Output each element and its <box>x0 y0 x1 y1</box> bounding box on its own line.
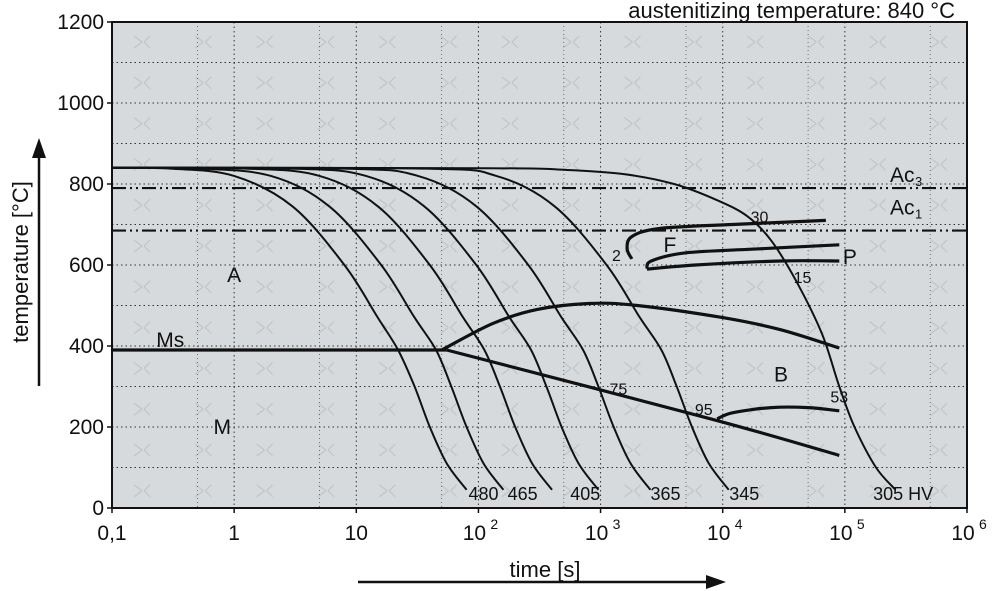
x-tick-label: 10 <box>707 522 730 545</box>
cooling-curve <box>112 166 505 491</box>
y-tick-label: 200 <box>69 416 104 439</box>
cooling-curve <box>112 166 553 491</box>
transformation-line <box>645 243 840 270</box>
reference-line-subscript: 1 <box>915 207 922 222</box>
hardness-label: 365 <box>650 484 680 504</box>
percent-label: 15 <box>794 270 812 287</box>
reference-line-label: Ac <box>890 197 915 220</box>
percent-label: 2 <box>612 248 621 265</box>
y-tick-label: 800 <box>69 173 104 196</box>
y-axis-arrowhead <box>32 138 46 158</box>
percent-label: 53 <box>830 390 848 407</box>
y-tick-label: 600 <box>69 254 104 277</box>
cooling-curve <box>112 166 897 491</box>
cooling-curve <box>112 166 468 491</box>
x-axis-label: time [s] <box>510 557 581 582</box>
y-axis-ticks: 0 200 400 600 800 1000 1200 <box>57 11 112 520</box>
cooling-curves <box>112 166 897 491</box>
percent-label: 95 <box>695 402 713 419</box>
reference-line-subscript: 3 <box>915 174 922 189</box>
x-tick-exponent: 5 <box>857 516 865 532</box>
y-tick-label: 1200 <box>57 11 104 34</box>
hardness-label: 345 <box>729 484 759 504</box>
hardness-label: 480 <box>468 484 498 504</box>
x-axis-ticks: 0,1 1 10 10 2 10 3 10 4 10 5 10 6 <box>97 508 987 545</box>
hardness-label: 405 <box>570 484 600 504</box>
phase-label: Ms <box>156 329 184 352</box>
x-tick-exponent: 4 <box>735 516 743 532</box>
transformation-line <box>716 405 840 421</box>
x-axis-arrowhead <box>706 575 726 589</box>
transformation-line <box>446 348 840 457</box>
x-tick-exponent: 2 <box>490 516 498 532</box>
y-tick-label: 400 <box>69 335 104 358</box>
phase-label: M <box>214 416 232 439</box>
reference-line-label: Ac <box>890 164 915 187</box>
x-tick-exponent: 6 <box>979 516 987 532</box>
transformation-lines <box>112 218 840 457</box>
chart-title: austenitizing temperature: 840 °C <box>628 0 955 23</box>
x-tick-label: 10 <box>829 522 852 545</box>
x-tick-label: 10 <box>585 522 608 545</box>
x-tick-label: 0,1 <box>97 522 126 545</box>
x-tick-label: 10 <box>463 522 486 545</box>
percent-label: 75 <box>610 382 628 399</box>
transformation-line <box>625 218 826 260</box>
hardness-label: 465 <box>508 484 538 504</box>
x-tick-label: 10 <box>345 522 368 545</box>
y-tick-label: 0 <box>92 497 104 520</box>
grid-lines <box>112 22 967 508</box>
x-tick-label: 1 <box>228 522 240 545</box>
phase-label: A <box>227 264 241 287</box>
phase-label: F <box>664 234 677 257</box>
x-tick-label: 10 <box>951 522 974 545</box>
phase-label: P <box>843 246 857 269</box>
reference-lines <box>112 186 967 232</box>
transformation-line <box>440 301 840 352</box>
transformation-line <box>646 259 840 271</box>
x-tick-exponent: 3 <box>613 516 621 532</box>
phase-label: B <box>774 363 788 386</box>
y-tick-label: 1000 <box>57 92 104 115</box>
hardness-label: 305 HV <box>873 484 933 504</box>
percent-label: 30 <box>751 209 769 226</box>
y-axis-label: temperature [°C] <box>8 181 33 343</box>
